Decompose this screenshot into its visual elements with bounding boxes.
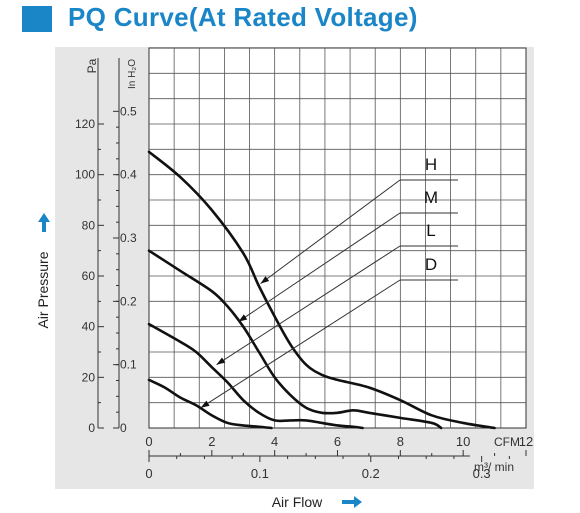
legend-label-d: D [425,255,437,274]
legend-arrowhead [260,276,270,284]
pa-unit-label: Pa [85,58,99,73]
pa-tick-label: 20 [82,370,96,384]
legend-arrowhead [200,400,210,408]
inh2o-tick-label: 0.1 [120,358,137,372]
pa-tick-label: 100 [75,168,95,182]
cfm-tick-label: 12 [519,434,533,449]
m3-tick-label: 0 [145,466,152,481]
inh2o-tick-label: 0.2 [120,294,137,308]
y-axis-arrow-icon [38,213,50,232]
pa-tick-label: 40 [82,320,96,334]
title-accent-bar [22,6,52,32]
legend-label-h: H [425,155,437,174]
legend-leader-line [216,245,401,366]
m3-unit-label: m³/ min [474,460,514,474]
legend-leader-line [238,212,401,323]
grid [149,48,526,428]
cfm-tick-label: 0 [145,434,152,449]
x-axis-title: Air Flow [272,494,323,510]
cfm-tick-label: 4 [271,434,278,449]
cfm-tick-label: 10 [456,434,470,449]
inh2o-tick-label: 0.5 [120,104,137,118]
pa-tick-label: 120 [75,117,95,131]
inh2o-tick-label: 0 [120,421,127,435]
y-axis-title: Air Pressure [35,251,51,328]
cfm-tick-label: 8 [397,434,404,449]
curves [147,150,496,430]
m3-tick-label: 0.1 [251,466,269,481]
legend-arrowhead [238,314,248,322]
inh2o-tick-label: 0.4 [120,168,137,182]
curve-l [147,322,364,430]
x-axis-arrow-icon [342,496,362,508]
legend-arrowhead [216,357,226,365]
pa-tick-label: 60 [82,269,96,283]
inh2o-tick-label: 0.3 [120,231,137,245]
curve-d [147,378,273,430]
pa-tick-label: 80 [82,218,96,232]
inh2o-unit-label: In H₂O [127,59,138,89]
curve-h [147,150,496,430]
cfm-unit-label: CFM [494,435,520,449]
cfm-tick-label: 6 [334,434,341,449]
legend-label-l: L [426,221,435,240]
m3-tick-label: 0.2 [362,466,380,481]
legend-leader-line [260,179,401,285]
plot-area [148,47,527,429]
chart-title: PQ Curve(At Rated Voltage) [68,2,418,32]
m3-tick-label: 0.3 [473,466,491,481]
curve-m [147,249,443,430]
cfm-tick-label: 2 [208,434,215,449]
legend-label-m: M [424,188,438,207]
pa-tick-label: 0 [88,421,95,435]
legend-leader-line [200,279,401,409]
